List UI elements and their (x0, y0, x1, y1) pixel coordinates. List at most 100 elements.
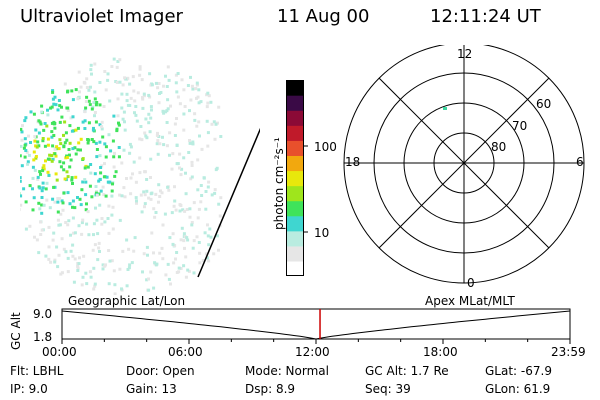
aurora-pixel (68, 202, 72, 206)
aurora-pixel (92, 140, 96, 144)
altitude-curve (61, 310, 571, 340)
flt-info: Flt: LBHL (10, 364, 64, 378)
aurora-pixel (131, 172, 134, 176)
aurora-pixel (145, 189, 149, 193)
aurora-pixel (23, 143, 27, 147)
glon-info: GLon: 61.9 (485, 382, 551, 396)
aurora-pixel (147, 112, 151, 116)
colorbar-step (286, 200, 304, 217)
polar-plot (343, 45, 585, 284)
aurora-pixel (50, 159, 54, 163)
aurora-pixel (112, 57, 116, 61)
aurora-pixel (71, 216, 75, 220)
aurora-pixel (154, 192, 158, 196)
aurora-pixel (46, 170, 50, 174)
aurora-pixel (29, 110, 33, 114)
aurora-pixel (95, 155, 99, 159)
aurora-pixel (153, 215, 157, 219)
aurora-pixel (60, 271, 64, 275)
aurora-pixel (81, 180, 85, 184)
aurora-pixel (85, 86, 89, 89)
aurora-pixel (182, 264, 186, 268)
aurora-pixel (94, 191, 98, 195)
aurora-pixel (102, 105, 106, 108)
colorbar-ticks: 100 10 (304, 80, 337, 276)
aurora-pixel (196, 158, 200, 162)
aurora-pixel (79, 203, 83, 207)
aurora-pixel (58, 223, 62, 227)
aurora-pixel (113, 283, 117, 287)
colorbar-step (286, 215, 304, 232)
aurora-pixel (71, 147, 75, 151)
aurora-pixel (147, 288, 151, 292)
aurora-pixel (82, 254, 86, 258)
aurora-pixel (63, 177, 67, 181)
aurora-pixel (152, 286, 156, 290)
aurora-pixel (47, 257, 51, 261)
aurora-pixel (120, 92, 124, 96)
aurora-pixel (117, 121, 120, 125)
aurora-pixel (36, 175, 40, 179)
aurora-pixel (183, 105, 187, 108)
aurora-pixel (101, 263, 105, 267)
aurora-pixel (84, 180, 88, 184)
mlt-label-18: 18 (345, 155, 361, 169)
aurora-pixel (129, 192, 133, 196)
aurora-pixel (95, 218, 99, 222)
aurora-pixel (95, 190, 98, 193)
aurora-pixel (149, 116, 153, 120)
aurora-pixel (120, 287, 123, 291)
aurora-pixel (142, 94, 146, 98)
colorbar-step (286, 185, 304, 202)
aurora-pixel (70, 129, 74, 133)
aurora-pixel (55, 245, 59, 249)
aurora-pixel (141, 270, 144, 274)
aurora-pixel (206, 131, 210, 135)
aurora-pixel (65, 170, 69, 174)
aurora-pixel (49, 260, 53, 264)
aurora-pixel (142, 92, 146, 96)
aurora-pixel (77, 70, 81, 74)
aurora-pixel (20, 164, 24, 168)
aurora-pixel (197, 120, 201, 124)
aurora-pixel (111, 227, 115, 231)
seq-info: Seq: 39 (365, 382, 411, 396)
aurora-pixel (189, 177, 193, 181)
aurora-pixel (103, 142, 107, 146)
aurora-pixel (157, 101, 161, 105)
aurora-pixel (52, 120, 56, 124)
aurora-pixel (185, 236, 189, 240)
aurora-pixel (77, 262, 81, 266)
colorbar-step (286, 170, 304, 187)
aurora-pixel (51, 144, 55, 148)
aurora-pixel (125, 92, 129, 96)
aurora-pixel (207, 94, 211, 98)
aurora-pixel (100, 217, 104, 220)
aurora-pixel (121, 83, 125, 87)
aurora-pixel (193, 112, 197, 116)
colorbar-gradient (286, 80, 308, 277)
aurora-pixel (89, 275, 93, 279)
aurora-pixel (135, 201, 138, 205)
aurora-pixel (83, 119, 87, 123)
aurora-pixel (69, 116, 73, 120)
aurora-pixel (187, 269, 191, 273)
aurora-pixel (23, 137, 27, 141)
aurora-pixel (206, 91, 210, 95)
aurora-pixel (74, 175, 78, 179)
aurora-pixel (108, 180, 112, 184)
aurora-pixel (45, 198, 49, 202)
aurora-pixel (145, 178, 149, 181)
aurora-pixel (112, 165, 116, 169)
aurora-pixel (100, 120, 104, 124)
aurora-pixel (40, 189, 44, 193)
aurora-pixel (107, 282, 111, 286)
aurora-pixel (31, 208, 35, 212)
aurora-pixel (55, 145, 59, 149)
aurora-pixel (178, 203, 182, 207)
aurora-pixel (33, 139, 37, 143)
aurora-pixel (39, 122, 43, 126)
colorbar-step (286, 140, 304, 156)
aurora-pixel (56, 218, 60, 222)
